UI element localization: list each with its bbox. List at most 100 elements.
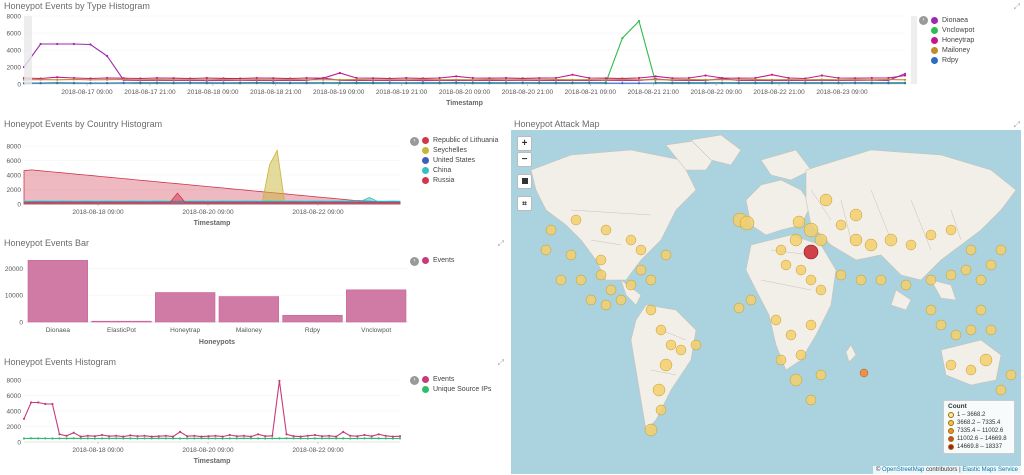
data-point	[754, 76, 757, 80]
data-point	[737, 82, 740, 85]
data-point	[338, 71, 341, 75]
data-point	[372, 82, 375, 85]
data-point	[787, 82, 790, 85]
expand-icon[interactable]: ⤢	[1013, 2, 1020, 11]
data-point	[172, 77, 175, 80]
data-point	[155, 78, 159, 81]
legend-toggle-icon[interactable]: ›	[410, 257, 419, 266]
legend-label: United States	[433, 156, 476, 164]
osm-link[interactable]: OpenStreetMap	[882, 467, 925, 473]
data-point	[172, 82, 175, 85]
data-point	[335, 435, 338, 438]
data-point	[363, 437, 366, 440]
data-point	[86, 434, 89, 437]
attack-marker	[819, 193, 833, 207]
legend-item[interactable]: Events	[422, 255, 454, 265]
attack-marker	[775, 354, 787, 366]
legend-item[interactable]: Dionaea	[931, 15, 974, 25]
data-point	[588, 76, 591, 80]
series-line	[23, 72, 906, 80]
legend-label: Vnclowpot	[942, 26, 975, 34]
attack-marker	[789, 233, 803, 247]
landmass	[530, 149, 697, 281]
data-point	[65, 437, 68, 440]
data-point	[22, 437, 26, 440]
attack-marker	[979, 353, 993, 367]
data-point	[56, 78, 59, 81]
legend-label: Unique Source IPs	[433, 385, 492, 393]
x-axis-title: Honeypots	[199, 339, 235, 346]
map-legend-row: 3668.2 – 7335.4	[948, 419, 1010, 427]
attack-marker	[975, 274, 987, 286]
attack-marker	[575, 274, 587, 286]
attack-map[interactable]: + − ⌗ Count 1 – 3668.2 3668.2 – 7335.4 733…	[511, 130, 1021, 474]
legend-item[interactable]: Republic of Lithuania	[422, 135, 498, 145]
data-point	[328, 437, 331, 440]
legend-item[interactable]: Vnclowpot	[931, 25, 974, 35]
attack-marker	[652, 383, 666, 397]
expand-icon[interactable]: ⤢	[497, 358, 504, 367]
legend-toggle-icon[interactable]: ›	[410, 137, 419, 146]
data-point	[272, 77, 275, 80]
data-point	[205, 76, 208, 80]
data-point	[193, 437, 196, 440]
expand-icon[interactable]: ⤢	[497, 239, 504, 248]
data-point	[143, 437, 146, 440]
legend-item[interactable]: United States	[422, 155, 498, 165]
zoom-in-button[interactable]: +	[517, 136, 532, 151]
data-point	[349, 434, 352, 437]
y-tick-label: 8000	[7, 14, 22, 21]
data-point	[108, 435, 111, 438]
attack-marker	[665, 339, 677, 351]
data-point	[155, 82, 159, 85]
data-point	[56, 76, 59, 79]
attack-marker	[965, 244, 977, 256]
data-point	[30, 437, 33, 440]
legend-item[interactable]: Unique Source IPs	[422, 384, 491, 394]
draw-rectangle-button[interactable]	[517, 174, 532, 189]
data-point	[205, 82, 208, 85]
legend-dot-icon	[422, 166, 429, 174]
x-tick-label: 2018-08-22 09:00	[292, 447, 344, 454]
expand-icon[interactable]: ⤢	[1013, 120, 1020, 129]
data-point	[770, 73, 774, 76]
data-point	[72, 82, 75, 85]
attack-marker	[803, 222, 819, 238]
legend-item[interactable]: Russia	[422, 175, 498, 185]
legend-item[interactable]: Honeytrap	[931, 35, 974, 45]
x-tick-label: 2018-08-18 09:00	[72, 209, 124, 216]
data-point	[637, 82, 641, 85]
world-map[interactable]	[511, 130, 1021, 474]
fit-bounds-button[interactable]: ⌗	[517, 196, 532, 211]
data-point	[471, 82, 474, 85]
data-point	[186, 435, 189, 438]
ems-link[interactable]: Elastic Maps Service	[962, 467, 1018, 473]
map-legend-title: Count	[948, 403, 967, 410]
data-point	[438, 82, 441, 85]
attack-marker	[925, 304, 937, 316]
data-point	[521, 78, 524, 81]
map-legend-label: 1 – 3668.2	[957, 412, 986, 418]
legend-label: Events	[433, 256, 455, 264]
data-point	[356, 435, 359, 438]
data-point	[189, 82, 192, 85]
legend-item[interactable]: Rdpy	[931, 55, 974, 65]
data-point	[671, 82, 674, 85]
legend-item[interactable]: China	[422, 165, 498, 175]
legend-item[interactable]: Events	[422, 374, 491, 384]
country-border	[840, 199, 852, 241]
legend-toggle-icon[interactable]: ›	[410, 376, 419, 385]
data-point	[471, 78, 474, 81]
data-point	[305, 78, 308, 81]
data-point	[571, 78, 574, 81]
data-point	[106, 78, 109, 81]
data-point	[372, 77, 375, 80]
zoom-out-button[interactable]: −	[517, 152, 532, 167]
events-histogram-panel: Honeypot Events Histogram ⤢ 8000 6000 4000…	[0, 356, 510, 475]
data-point	[637, 76, 641, 80]
legend-toggle-icon[interactable]: ›	[919, 16, 928, 25]
legend-label: Events	[433, 375, 455, 383]
legend-item[interactable]: Mailoney	[931, 45, 974, 55]
data-point	[754, 78, 757, 81]
legend-item[interactable]: Seychelles	[422, 145, 498, 155]
